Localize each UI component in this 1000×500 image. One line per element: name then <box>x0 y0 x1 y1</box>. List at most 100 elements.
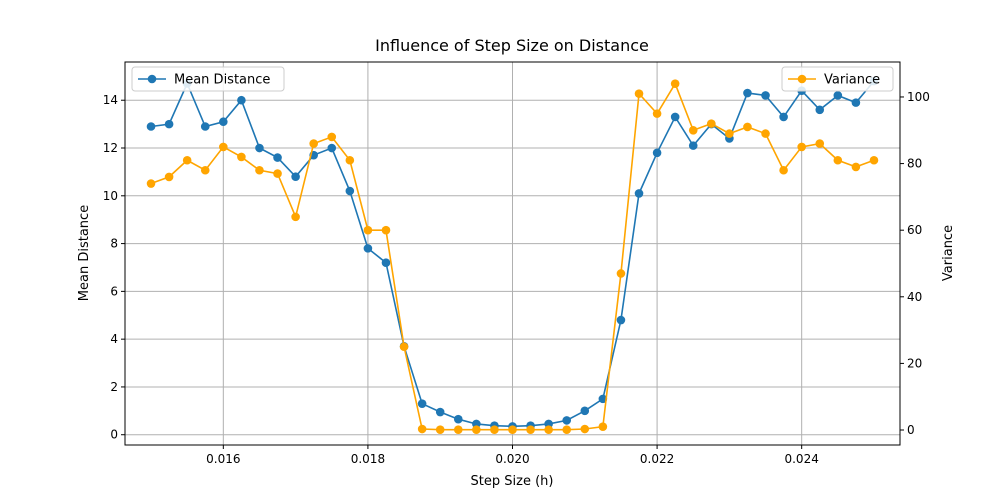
data-point-variance <box>707 119 716 128</box>
data-point-variance <box>200 165 210 175</box>
data-point-mean-distance <box>634 189 644 198</box>
data-point-variance <box>562 425 572 434</box>
data-point-mean-distance <box>453 414 463 424</box>
data-point-variance <box>670 79 680 88</box>
legend-mean-distance: Mean Distance <box>131 66 285 92</box>
data-point-mean-distance <box>146 122 156 131</box>
data-point-variance <box>472 425 481 434</box>
data-point-mean-distance <box>743 88 752 98</box>
data-point-mean-distance <box>779 112 788 122</box>
data-point-variance <box>544 425 553 434</box>
data-point-mean-distance <box>851 98 861 107</box>
y-left-tick-label: 8 <box>110 237 118 251</box>
data-point-mean-distance <box>345 186 355 196</box>
data-point-variance <box>490 425 499 434</box>
data-point-mean-distance <box>363 244 373 253</box>
data-point-mean-distance <box>688 141 698 150</box>
data-point-variance <box>417 424 427 434</box>
y-left-tick-label: 14 <box>103 93 118 107</box>
data-point-mean-distance <box>652 148 662 158</box>
data-point-variance <box>291 212 300 222</box>
x-tick-label: 0.016 <box>206 452 240 466</box>
data-point-mean-distance <box>200 122 210 131</box>
legend-box <box>781 66 894 92</box>
data-point-variance <box>833 155 843 165</box>
y-left-tick-label: 12 <box>103 141 118 155</box>
data-point-mean-distance <box>381 258 391 267</box>
data-point-variance <box>761 129 770 138</box>
y-right-tick-label: 0 <box>907 423 915 437</box>
data-point-mean-distance <box>761 91 770 100</box>
data-point-variance <box>869 155 879 165</box>
data-point-variance <box>219 142 228 152</box>
data-point-mean-distance <box>291 172 300 181</box>
data-point-mean-distance <box>219 117 228 127</box>
data-point-mean-distance <box>273 153 282 162</box>
data-point-variance <box>255 165 264 175</box>
data-point-variance <box>237 152 246 162</box>
y-left-tick-label: 10 <box>103 189 118 203</box>
data-point-mean-distance <box>815 105 825 115</box>
data-point-variance <box>164 172 174 182</box>
legend-box <box>131 66 285 92</box>
data-point-mean-distance <box>616 315 626 325</box>
data-point-variance <box>598 422 608 431</box>
data-point-variance <box>435 425 445 434</box>
y-left-tick-label: 4 <box>110 332 118 346</box>
x-axis-label: Step Size (h) <box>471 474 554 489</box>
data-point-variance <box>725 129 734 138</box>
data-point-variance <box>309 139 318 148</box>
y-axis-label-right: Variance <box>941 225 956 281</box>
y-right-tick-label: 60 <box>907 223 922 237</box>
data-point-mean-distance <box>562 416 572 425</box>
data-point-mean-distance <box>255 143 264 153</box>
data-point-variance <box>381 225 391 235</box>
legend-label: Variance <box>824 73 880 88</box>
data-point-variance <box>797 142 806 152</box>
data-point-mean-distance <box>598 394 608 404</box>
x-tick-label: 0.020 <box>495 452 529 466</box>
data-point-variance <box>634 89 644 98</box>
y-left-tick-label: 2 <box>110 380 118 394</box>
data-point-mean-distance <box>164 119 174 129</box>
series-variance <box>146 79 879 434</box>
y-right-tick-label: 40 <box>907 290 922 304</box>
data-point-variance <box>345 155 355 165</box>
data-point-variance <box>779 165 788 175</box>
data-point-variance <box>273 169 282 178</box>
chart-title: Influence of Step Size on Distance <box>375 36 649 55</box>
legend-label: Mean Distance <box>174 73 270 88</box>
data-point-variance <box>580 424 590 434</box>
data-point-variance <box>688 125 698 135</box>
data-point-variance <box>399 342 409 352</box>
data-point-mean-distance <box>237 95 246 105</box>
data-point-mean-distance <box>833 91 843 100</box>
y-right-tick-label: 20 <box>907 356 922 370</box>
data-point-variance <box>508 425 517 434</box>
y-left-tick-label: 6 <box>110 284 118 298</box>
y-right-tick-label: 80 <box>907 157 922 171</box>
series-layer <box>146 76 879 434</box>
data-point-variance <box>743 122 752 132</box>
data-point-mean-distance <box>435 407 445 417</box>
data-point-variance <box>453 425 463 434</box>
data-point-variance <box>526 425 535 434</box>
data-point-mean-distance <box>670 112 680 122</box>
data-point-variance <box>815 139 825 148</box>
x-tick-label: 0.022 <box>640 452 674 466</box>
data-point-variance <box>146 179 156 188</box>
data-point-variance <box>363 225 373 235</box>
data-point-variance <box>652 109 662 118</box>
legend-marker <box>797 74 807 84</box>
y-left-tick-label: 0 <box>110 428 118 442</box>
data-point-variance <box>182 155 192 165</box>
data-point-variance <box>327 132 337 142</box>
y-right-tick-label: 100 <box>907 90 930 104</box>
data-point-mean-distance <box>580 406 590 416</box>
data-point-mean-distance <box>417 399 427 408</box>
x-tick-label: 0.018 <box>351 452 385 466</box>
x-tick-label: 0.024 <box>784 452 818 466</box>
legend-marker <box>147 74 157 84</box>
